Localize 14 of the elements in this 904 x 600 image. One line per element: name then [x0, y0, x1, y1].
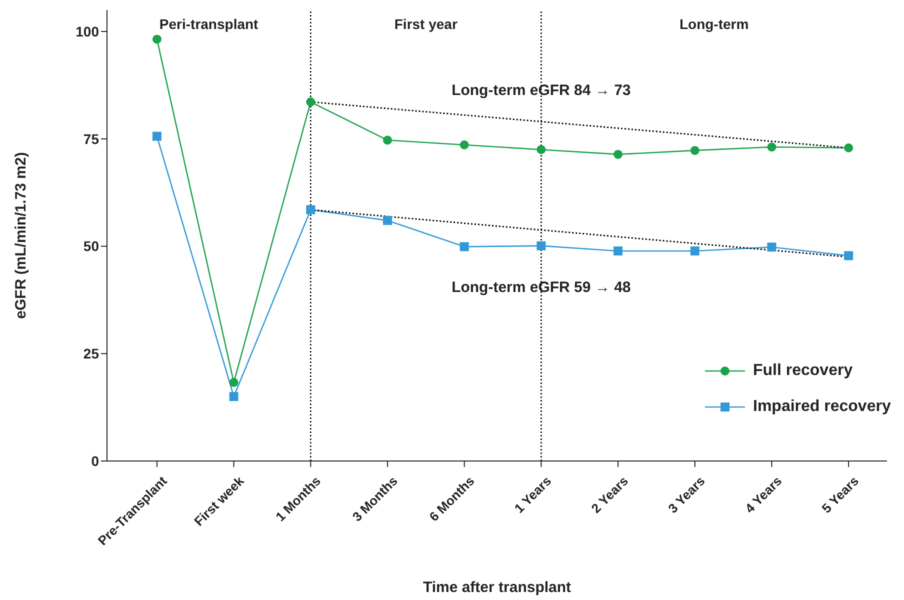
annotation: Long-term	[678, 16, 750, 32]
y-tick-label: 100	[76, 23, 100, 40]
annotation: First year	[393, 16, 458, 32]
annotation: Long-term eGFR 84 → 73	[450, 82, 632, 99]
legend-label: Impaired recovery	[753, 398, 891, 416]
x-axis-title: Time after transplant	[422, 579, 572, 596]
y-tick-label: 50	[83, 238, 100, 254]
legend-label: Full recovery	[753, 362, 853, 380]
y-tick-label: 0	[91, 452, 100, 469]
y-tick-label: 25	[83, 346, 100, 362]
y-tick-label: 75	[83, 130, 100, 147]
y-axis-title: eGFR (mL/min/1.73 m2)	[12, 152, 30, 319]
annotation: Peri-transplant	[158, 16, 260, 32]
annotation: Long-term eGFR 59 → 48	[450, 279, 632, 296]
